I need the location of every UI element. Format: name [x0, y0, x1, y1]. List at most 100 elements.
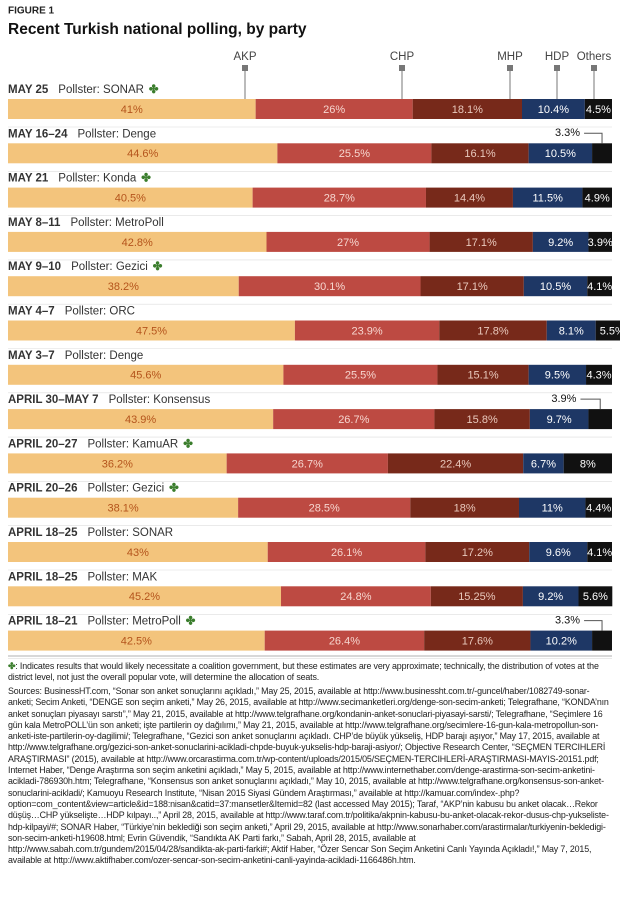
chart-title: Recent Turkish national polling, by part… [8, 21, 307, 38]
value-label: 18% [454, 503, 476, 515]
value-label: 3.3% [555, 127, 580, 139]
bar-segment [528, 364, 587, 385]
pollster-label: Pollster: MetroPoll [87, 616, 180, 628]
date-label: MAY 9–10 [8, 261, 61, 273]
date-label: MAY 8–11 [8, 217, 61, 229]
legend-pin [399, 65, 405, 71]
value-label: 9.2% [538, 591, 563, 603]
value-label: 9.2% [548, 237, 573, 249]
bar-segment [437, 364, 529, 385]
bar-segment [512, 187, 583, 208]
bar-segment [273, 409, 435, 430]
bar-segment [431, 143, 529, 164]
row-label: MAY 9–10 Pollster: Gezici ✤ [8, 260, 163, 273]
bar-segment [595, 320, 620, 341]
value-label: 17.1% [457, 281, 488, 293]
row-label: MAY 8–11 Pollster: MetroPoll [8, 217, 164, 229]
bar-segment [410, 497, 519, 518]
pollster-label: Pollster: ORC [65, 306, 135, 318]
bar-segment [430, 586, 523, 607]
sources: Sources: BusinessHT.com, “Sonar son anke… [8, 686, 609, 866]
pollster-label: Pollster: MetroPoll [70, 217, 163, 229]
pollster-label: Pollster: Denge [77, 128, 156, 140]
value-label: 41% [121, 104, 143, 116]
value-label: 15.1% [467, 370, 498, 382]
bar-segment [563, 453, 612, 474]
value-label: 8% [580, 458, 596, 470]
bar-segment [425, 187, 513, 208]
value-label: 15.8% [467, 414, 498, 426]
bar-segment [439, 320, 547, 341]
value-label: 45.6% [130, 370, 161, 382]
label-leader [580, 398, 601, 410]
row-label: APRIL 30–MAY 7 Pollster: Konsensus [8, 394, 210, 406]
bar-segment [518, 497, 586, 518]
value-label: 26% [323, 104, 345, 116]
bar-segment [252, 187, 426, 208]
value-label: 17.2% [462, 547, 493, 559]
bar-segment [578, 586, 613, 607]
value-label: 26.7% [292, 458, 323, 470]
bar-segment [8, 99, 256, 119]
legend-pin [242, 65, 248, 71]
value-label: 24.8% [340, 591, 371, 603]
coalition-marker: ✤ [169, 482, 179, 495]
bar-segment [267, 542, 426, 562]
value-label: 25.5% [339, 148, 370, 160]
row-label: MAY 3–7 Pollster: Denge [8, 350, 143, 362]
pollster-label: Pollster: Konsensus [109, 394, 211, 406]
bar-segment [425, 542, 530, 562]
value-label: 45.2% [129, 591, 160, 603]
pollster-label: Pollster: Gezici [71, 261, 148, 273]
value-label: 5.5% [600, 325, 620, 337]
bar-segment [8, 630, 265, 651]
date-label: MAY 21 [8, 173, 49, 185]
label-leader [584, 132, 603, 144]
value-label: 26.7% [338, 414, 369, 426]
pollster-label: Pollster: MAK [87, 571, 157, 583]
value-label: 11% [542, 503, 563, 515]
value-label: 18.1% [452, 104, 483, 116]
bar-segment [283, 364, 438, 385]
value-label: 4.5% [586, 104, 611, 116]
bar-segment [522, 586, 579, 607]
legend-label: AKP [233, 51, 256, 63]
bar-segment [588, 409, 612, 430]
value-label: 10.5% [545, 148, 576, 160]
value-label: 26.4% [329, 636, 360, 648]
legend-pin [507, 65, 513, 71]
bar-segment [294, 320, 440, 341]
bar-segment [8, 276, 239, 297]
value-label: 8.1% [559, 325, 584, 337]
value-label: 17.1% [466, 237, 497, 249]
value-label: 27% [337, 237, 359, 249]
date-label: MAY 3–7 [8, 350, 55, 362]
value-label: 28.7% [324, 193, 355, 205]
value-label: 17.8% [477, 325, 508, 337]
date-label: MAY 25 [8, 84, 49, 96]
row-label: APRIL 20–27 Pollster: KamuAR ✤ [8, 437, 193, 450]
value-label: 44.6% [127, 148, 158, 160]
bar-segment [529, 542, 588, 562]
coalition-marker: ✤ [183, 437, 193, 450]
value-label: 10.4% [538, 104, 569, 116]
date-label: MAY 16–24 [8, 128, 68, 140]
coalition-marker: ✤ [186, 615, 196, 628]
value-label: 4.9% [585, 193, 610, 205]
value-label: 23.9% [351, 325, 382, 337]
bar-segment [8, 497, 239, 518]
legend-label: Others [577, 51, 612, 63]
legend-pin [554, 65, 560, 71]
bar-segment [429, 231, 533, 252]
value-label: 3.9% [588, 237, 613, 249]
bar-segment [238, 497, 411, 518]
value-label: 15.25% [458, 591, 496, 603]
bar-segment [8, 231, 267, 252]
bar-segment [586, 364, 612, 385]
marker: ✤ [8, 661, 16, 671]
bar-segment [582, 187, 612, 208]
row-label: MAY 4–7 Pollster: ORC [8, 306, 135, 318]
value-label: 36.2% [102, 458, 133, 470]
row-label: MAY 16–24 Pollster: Denge [8, 128, 156, 140]
bar-segment [226, 453, 388, 474]
